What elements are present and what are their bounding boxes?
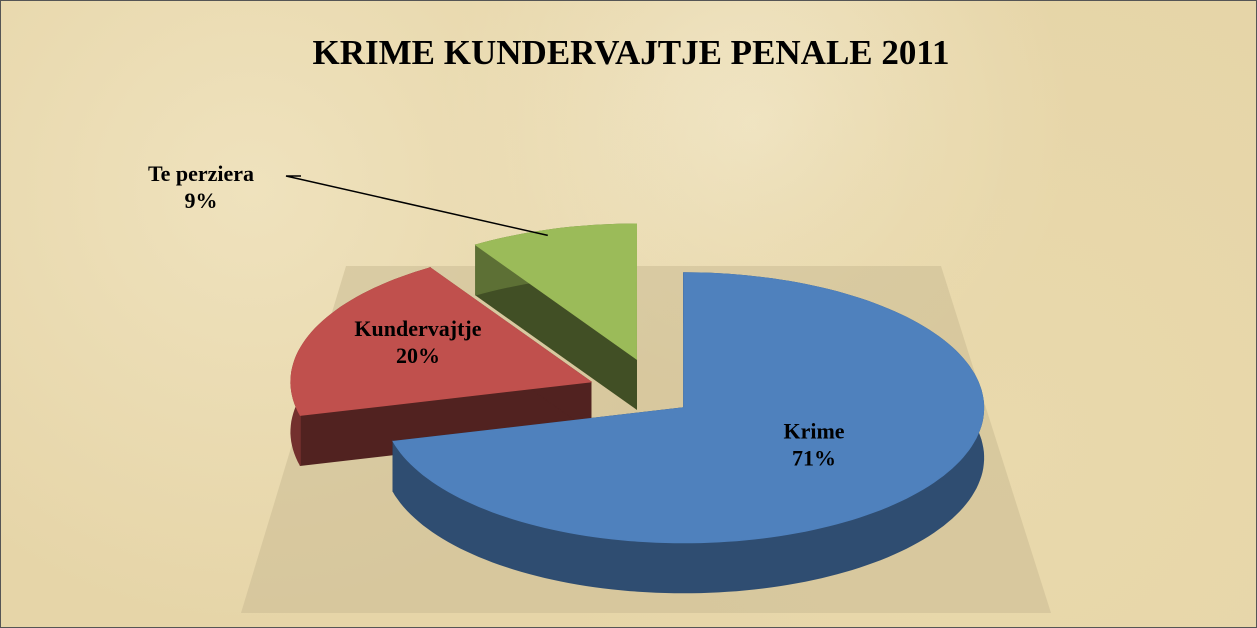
label-value: 71% <box>792 445 836 470</box>
leader-line <box>285 175 548 237</box>
label-value: 9% <box>185 188 218 213</box>
slice <box>474 223 638 360</box>
slice <box>392 272 985 544</box>
label-category: Kundervajtje <box>354 316 481 341</box>
label-category: Krime <box>783 418 844 443</box>
slice <box>290 267 593 416</box>
chart-title: KRIME KUNDERVAJTJE PENALE 2011 <box>312 33 950 72</box>
data-label: Te perziera 9% <box>148 161 254 213</box>
label-category: Te perziera <box>148 161 254 186</box>
data-label: Krime 71% <box>783 418 844 470</box>
data-label: Kundervajtje 20% <box>354 316 481 368</box>
label-value: 20% <box>396 343 440 368</box>
